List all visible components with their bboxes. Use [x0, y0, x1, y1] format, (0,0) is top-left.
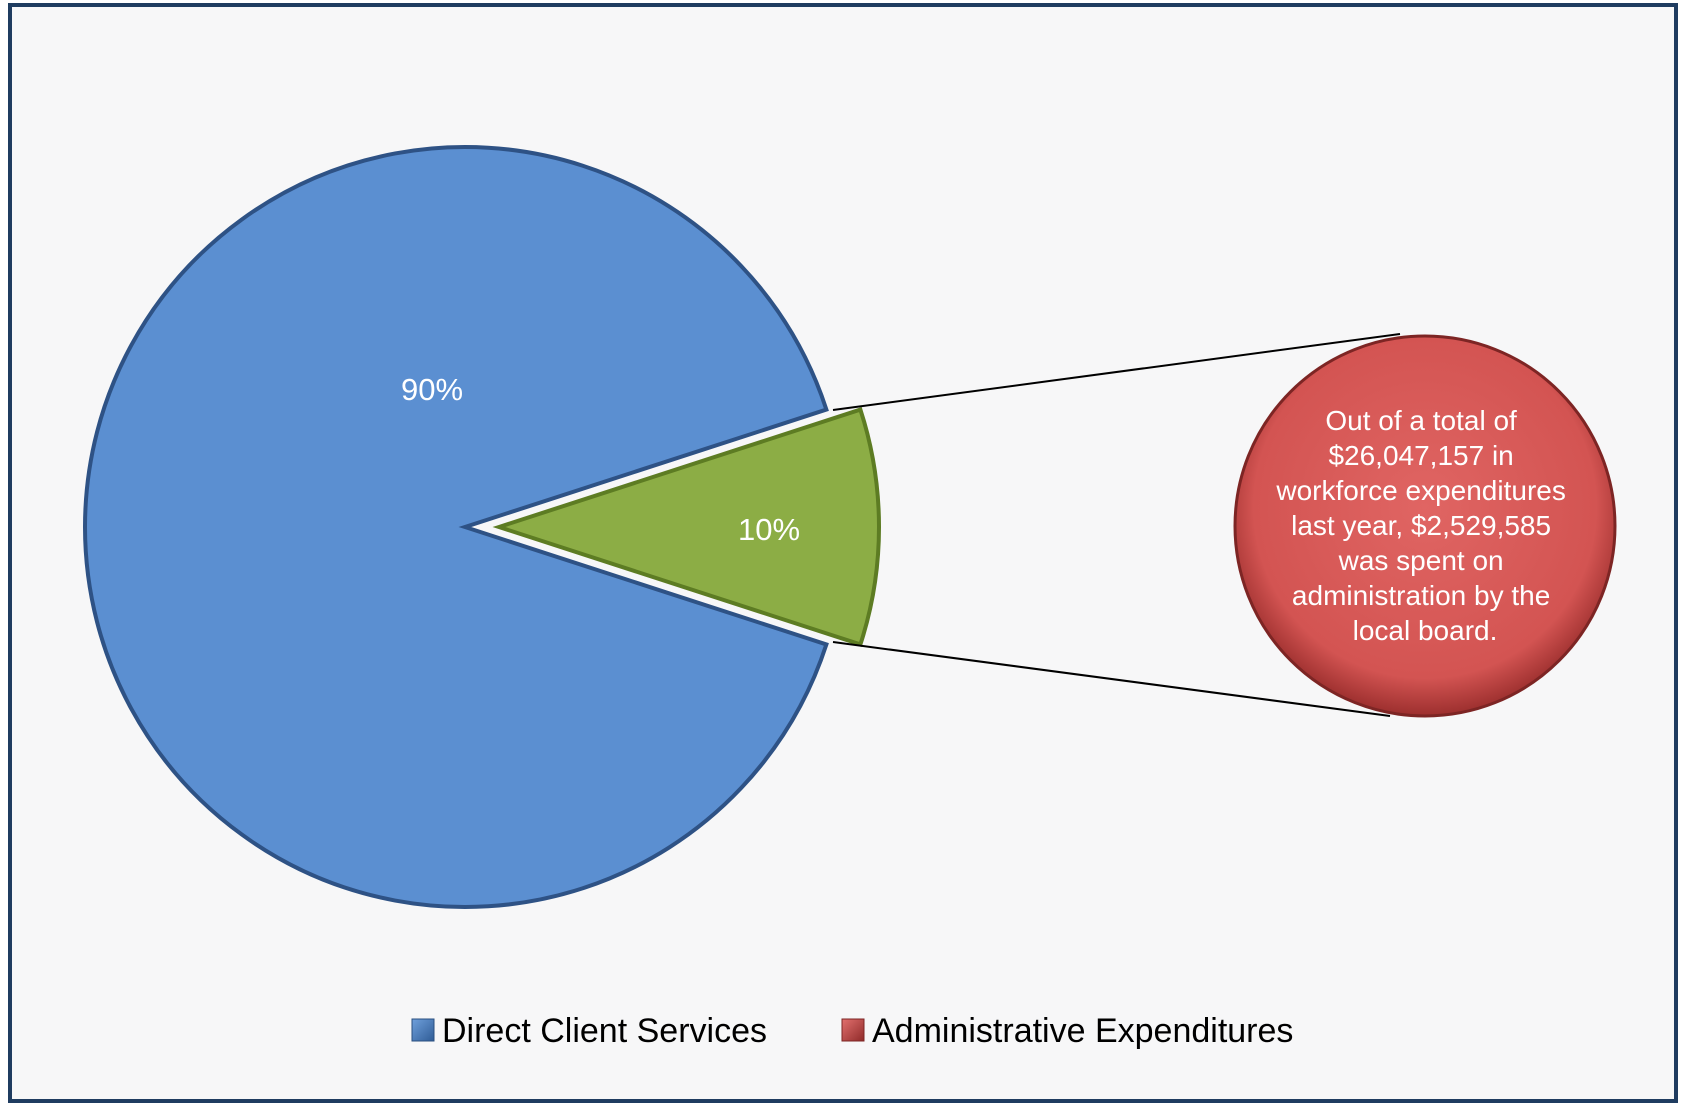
callout-bubble [1233, 334, 1617, 718]
data-label-administrative-expenditures: 10% [738, 512, 800, 547]
callout-line: workforce expenditures [1275, 475, 1565, 506]
legend-label-direct-client-services: Direct Client Services [442, 1012, 767, 1050]
callout-connector-bottom [832, 641, 1391, 717]
callout-line: last year, $2,529,585 [1291, 510, 1551, 541]
data-label-direct-client-services: 90% [401, 372, 463, 407]
callout-connector-top [832, 333, 1401, 411]
legend: Direct Client Services Administrative Ex… [411, 1012, 1293, 1050]
pie-slice-administrative-expenditures [492, 407, 881, 647]
legend-swatch-direct-client-services [411, 1018, 435, 1042]
pie-chart: 90% 10% Out of a total of $26,047,157 in… [83, 145, 1617, 1050]
callout-line: $26,047,157 in [1328, 440, 1513, 471]
callout-line: was spent on [1338, 545, 1504, 576]
svg-text:Out of a total of $26,047,: Out of a total of $26,047,157 in workfor… [1275, 405, 1573, 646]
legend-swatch-administrative-expenditures [841, 1018, 865, 1042]
callout-line: Out of a total of [1325, 405, 1517, 436]
pie-slice-direct-client-services [83, 145, 829, 909]
legend-label-administrative-expenditures: Administrative Expenditures [872, 1012, 1293, 1050]
callout-line: administration by the [1292, 580, 1550, 611]
callout-line: local board. [1353, 615, 1498, 646]
